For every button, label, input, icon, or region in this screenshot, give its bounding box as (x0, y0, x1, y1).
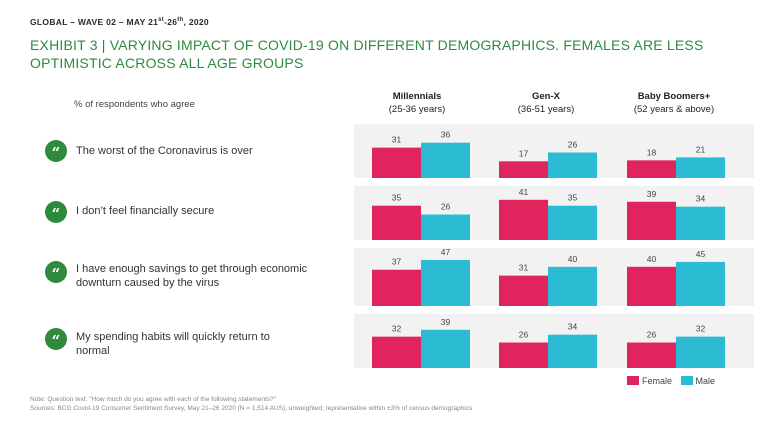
legend-label-male: Male (695, 376, 716, 386)
bar-female-genx (499, 161, 548, 178)
bar-male-millennials (421, 259, 470, 306)
row-label: The worst of the Coronavirus is over (76, 145, 253, 157)
bar-value-label: 34 (696, 194, 706, 204)
bar-value-label: 17 (519, 148, 529, 158)
group-name: Millennials (392, 91, 442, 102)
quote-icon: “ (45, 201, 67, 223)
bar-female-millennials (372, 205, 421, 240)
bar-female-genx (499, 199, 548, 240)
bar-male-genx (548, 334, 597, 368)
bar-male-baby-boomers (676, 336, 725, 368)
group-name: Baby Boomers+ (637, 91, 711, 102)
footnote: Note: Question text: "How much do you ag… (30, 395, 750, 413)
bar-value-label: 35 (392, 193, 402, 203)
quote-icon: “ (45, 261, 67, 283)
source-text: Sources: BCG Covid-19 Consumer Sentiment… (30, 405, 473, 412)
bar-value-label: 26 (441, 202, 451, 212)
exhibit-title: EXHIBIT 3 | VARYING IMPACT OF COVID-19 O… (30, 37, 704, 71)
row-label: I don’t feel financially secure (76, 205, 215, 217)
bar-value-label: 39 (647, 189, 657, 199)
bar-female-baby-boomers (627, 201, 676, 240)
bar-female-millennials (372, 147, 421, 178)
bar-value-label: 47 (441, 247, 451, 257)
bar-value-label: 36 (441, 130, 451, 140)
bar-male-baby-boomers (676, 206, 725, 240)
chart-subtitle: % of respondents who agree (74, 99, 195, 110)
group-header-millennials: Millennials (25-36 years) (357, 90, 477, 116)
bar-value-label: 37 (392, 257, 402, 267)
bar-male-millennials (421, 142, 470, 178)
bar-female-millennials (372, 336, 421, 368)
bar-value-label: 39 (441, 317, 451, 327)
bar-value-label: 26 (647, 330, 657, 340)
group-header-genx: Gen-X (36-51 years) (486, 90, 606, 116)
bar-male-baby-boomers (676, 261, 725, 306)
bar-male-genx (548, 266, 597, 306)
bar-male-millennials (421, 214, 470, 240)
bar-value-label: 34 (568, 322, 578, 332)
bar-male-millennials (421, 329, 470, 368)
bar-female-genx (499, 342, 548, 368)
group-range: (36-51 years) (517, 104, 575, 115)
legend-label-female: Female (642, 376, 673, 386)
header-tag: GLOBAL – WAVE 02 – MAY 21st-26th, 2020 (30, 17, 209, 27)
group-range: (52 years & above) (633, 104, 715, 115)
quote-icon: “ (45, 328, 67, 350)
bar-female-millennials (372, 269, 421, 306)
legend-swatch-male (680, 376, 693, 385)
row-label: I have enough savings to get through eco… (76, 263, 308, 289)
bar-value-label: 32 (392, 324, 402, 334)
bar-value-label: 26 (568, 140, 578, 150)
group-range: (25-36 years) (388, 104, 446, 115)
bar-female-baby-boomers (627, 342, 676, 368)
bar-male-genx (548, 205, 597, 240)
legend: Female Male (627, 376, 715, 386)
quote-icon: “ (45, 140, 67, 162)
bar-value-label: 40 (647, 254, 657, 264)
note-text: Note: Question text: "How much do you ag… (30, 396, 276, 403)
bar-value-label: 45 (696, 249, 706, 259)
bar-value-label: 18 (647, 147, 657, 157)
group-name: Gen-X (532, 91, 560, 102)
bar-value-label: 41 (519, 187, 529, 197)
legend-swatch-female (627, 376, 639, 385)
bar-value-label: 40 (568, 254, 578, 264)
bar-value-label: 35 (568, 193, 578, 203)
bar-value-label: 32 (696, 324, 706, 334)
bar-value-label: 31 (519, 263, 529, 273)
group-header-baby-boomers: Baby Boomers+ (52 years & above) (614, 90, 734, 116)
bar-male-baby-boomers (676, 157, 725, 178)
bar-male-genx (548, 152, 597, 178)
bar-female-genx (499, 275, 548, 306)
bar-female-baby-boomers (627, 160, 676, 178)
bar-value-label: 31 (392, 135, 402, 145)
bar-value-label: 26 (519, 330, 529, 340)
bar-female-baby-boomers (627, 266, 676, 306)
row-label: My spending habits will quickly return t… (76, 331, 270, 357)
bar-value-label: 21 (696, 144, 706, 154)
